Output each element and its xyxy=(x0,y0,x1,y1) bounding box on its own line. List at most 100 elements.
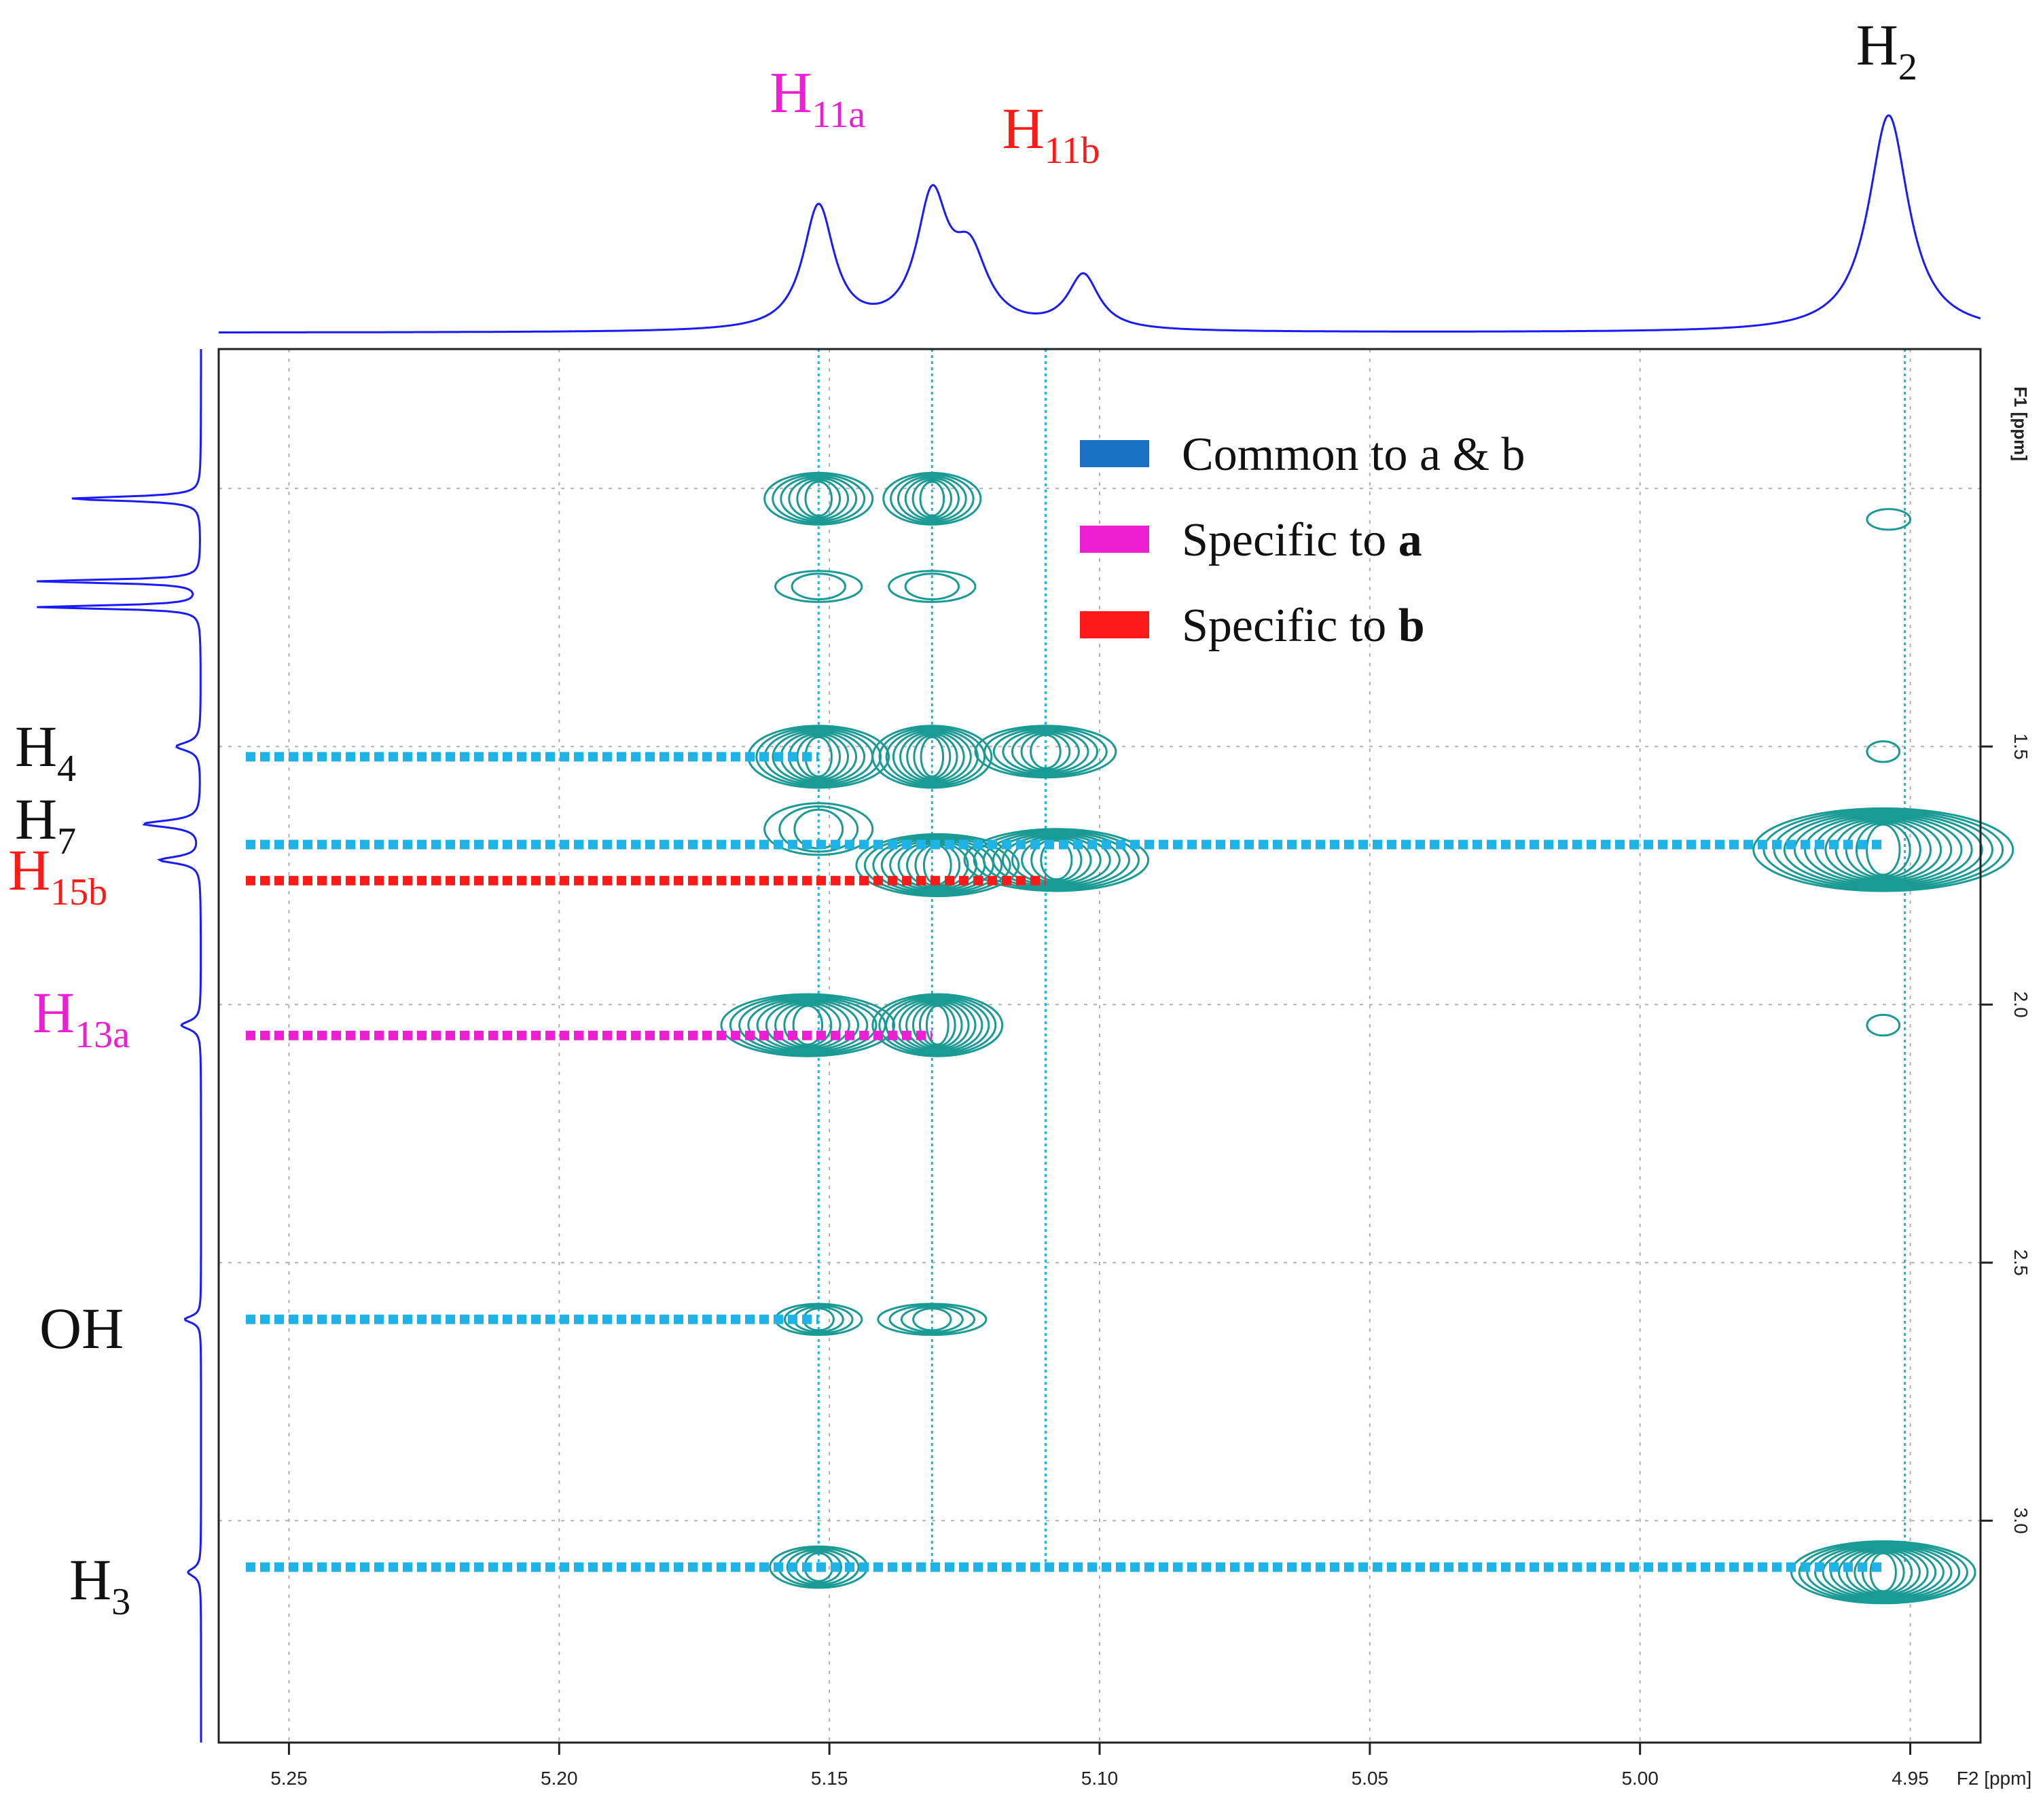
legend-label-text: Common to a & b xyxy=(1182,429,1525,481)
contour-level xyxy=(882,471,982,526)
top-label-h2-base: H xyxy=(1856,12,1898,77)
legend-label-text: Specific to xyxy=(1182,514,1398,566)
cross-peak xyxy=(763,471,874,526)
contour-level xyxy=(765,1000,850,1051)
contour-level xyxy=(1845,820,1921,879)
contour-level xyxy=(920,736,945,778)
y-axis: 1.5 2.0 2.5 3.0 F1 [ppm] xyxy=(1981,386,2031,1534)
contour-level xyxy=(878,994,997,1056)
contour-level xyxy=(885,996,990,1055)
legend-label: Common to a & b xyxy=(1182,429,1525,481)
y-axis-title: F1 [ppm] xyxy=(2010,386,2031,461)
x-tick-label: 4.95 xyxy=(1892,1768,1929,1789)
contour-level xyxy=(780,475,858,522)
contour-level xyxy=(892,997,983,1053)
cross-peak xyxy=(882,471,982,526)
contour-level xyxy=(974,725,1117,779)
top-label-h11a: H11a xyxy=(770,60,865,136)
x-axis-title: F2 [ppm] xyxy=(1957,1768,2031,1789)
contour-level xyxy=(1021,837,1092,884)
contour-level xyxy=(792,1004,824,1046)
contour-level xyxy=(783,1304,854,1334)
cross-peak xyxy=(1866,508,1912,531)
contour-level xyxy=(774,570,863,603)
contour-level xyxy=(1783,812,1983,888)
cross-peak xyxy=(888,570,977,603)
contour-level xyxy=(904,477,960,521)
top-label-h11a-base: H xyxy=(770,60,812,125)
contour-level xyxy=(1790,1540,1976,1605)
contour-level xyxy=(963,828,1150,892)
left-label-h13a-subscript: 13a xyxy=(75,1014,130,1056)
y-tick-label: 2.5 xyxy=(2010,1250,2031,1276)
legend: Common to a & b Specific to a Specific to … xyxy=(1080,429,1525,652)
contour-level xyxy=(1824,818,1942,882)
contour-level xyxy=(1040,839,1073,881)
contour-level xyxy=(897,475,967,522)
contour-level xyxy=(738,996,878,1055)
cross-peaks xyxy=(720,471,2014,1605)
contour-level xyxy=(892,729,972,784)
cross-peak xyxy=(763,802,874,856)
contour-level xyxy=(763,471,874,526)
contour-level xyxy=(1030,733,1062,769)
left-1d-spectrum xyxy=(37,349,202,1743)
contour-level xyxy=(1830,1546,1937,1599)
contour-level xyxy=(1806,1542,1961,1602)
cross-peak xyxy=(1866,1013,1901,1037)
contour-level xyxy=(791,572,846,600)
left-label-h15b-subscript: 15b xyxy=(50,871,107,913)
contour-level xyxy=(973,829,1140,891)
contour-level xyxy=(1854,1550,1913,1595)
top-label-h2-subscript: 2 xyxy=(1898,46,1917,88)
contour-level xyxy=(783,1003,833,1047)
contour-level xyxy=(888,1304,976,1334)
legend-swatch xyxy=(1080,440,1149,467)
contour-level xyxy=(756,999,860,1052)
x-tick-label: 5.05 xyxy=(1352,1768,1389,1789)
contour-level xyxy=(1866,823,1901,876)
x-tick-label: 5.20 xyxy=(541,1768,578,1789)
contour-level xyxy=(1866,1013,1901,1037)
cross-peak xyxy=(974,725,1117,779)
correlation-lines xyxy=(246,752,1883,1572)
contour-level xyxy=(1020,732,1071,771)
legend-label: Specific to b xyxy=(1182,600,1425,652)
top-spectrum-trace xyxy=(219,114,1981,333)
left-label-oh: OH xyxy=(39,1296,124,1361)
contour-level xyxy=(1814,816,1953,884)
top-1d-spectrum xyxy=(219,114,1981,333)
contour-level xyxy=(871,993,1004,1057)
contour-level xyxy=(1822,1545,1945,1600)
legend-label-bold: a xyxy=(1398,514,1422,566)
contour-level xyxy=(913,734,952,780)
left-label-h13a: H13a xyxy=(33,980,130,1056)
x-tick-label: 5.10 xyxy=(1081,1768,1119,1789)
contour-level xyxy=(1011,731,1080,773)
contour-level xyxy=(900,1305,964,1333)
x-axis: 5.25 5.20 5.15 5.10 5.05 5.00 4.95 F2 [ppm] xyxy=(270,1743,2031,1789)
contour-level xyxy=(863,835,1011,896)
contour-level xyxy=(919,480,945,517)
contour-level xyxy=(906,733,958,781)
x-tick-label: 5.00 xyxy=(1621,1768,1659,1789)
left-label-h7-subscript: 7 xyxy=(57,820,76,862)
contour-level xyxy=(1869,1552,1897,1592)
contour-level xyxy=(1798,1541,1968,1603)
contour-level xyxy=(983,726,1108,778)
contour-level xyxy=(888,570,977,603)
contour-level xyxy=(1866,740,1901,763)
contour-level xyxy=(890,473,975,524)
left-label-h4-subscript: 4 xyxy=(57,748,76,790)
contour-level xyxy=(912,1307,952,1332)
contour-level xyxy=(755,726,882,788)
contour-level xyxy=(925,1004,950,1046)
y-tick-label: 3.0 xyxy=(2010,1508,2031,1534)
contour-level xyxy=(1001,833,1111,886)
left-label-h4: H4 xyxy=(15,714,76,790)
contour-level xyxy=(1866,508,1912,531)
left-spectrum-trace xyxy=(37,349,202,1743)
contour-level xyxy=(855,833,1020,898)
